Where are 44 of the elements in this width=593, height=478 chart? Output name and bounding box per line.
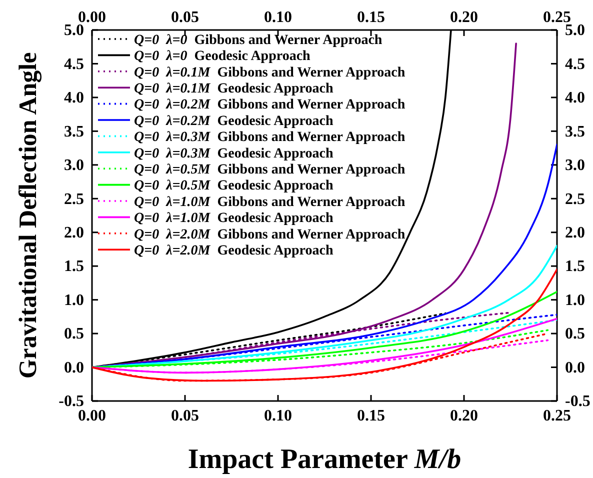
y-tick-label: 4.5 xyxy=(64,56,84,73)
y-tick-label: 3.5 xyxy=(64,123,84,140)
y-tick-label: 0.0 xyxy=(64,359,84,376)
y2-tick-label: 1.0 xyxy=(565,292,585,309)
y2-tick-label: 2.0 xyxy=(565,224,585,242)
legend-label: Q=0 λ=0.3M Gibbons and Werner Approach xyxy=(134,130,406,146)
y2-tick-label: 4.5 xyxy=(565,56,585,73)
legend-label: Q=0 λ=0 Geodesic Approach xyxy=(134,49,311,64)
x2-tick-label: 0.10 xyxy=(264,407,292,424)
legend-label: Q=0 λ=2.0M Geodesic Approach xyxy=(134,244,334,258)
x-axis-title: Impact Parameter M/b xyxy=(188,444,462,475)
y2-tick-label: 2.5 xyxy=(565,190,585,208)
y2-tick-label: 3.5 xyxy=(565,123,585,140)
y2-tick-label: 1.5 xyxy=(565,258,585,276)
y-tick-label: 4.0 xyxy=(64,90,84,107)
x-tick-label: 0.20 xyxy=(450,9,478,26)
x-tick-label: 0.05 xyxy=(171,9,199,26)
x-tick-label: 0.10 xyxy=(264,9,292,26)
y-axis-title: Gravitational Deflection Angle xyxy=(15,52,42,379)
legend-label: Q=0 λ=0.1M Geodesic Approach xyxy=(134,82,334,96)
y-tick-label: 0.5 xyxy=(64,326,84,343)
y2-tick-label: 4.0 xyxy=(565,90,585,107)
legend-label: Q=0 λ=1.0M Geodesic Approach xyxy=(134,211,334,226)
x2-tick-label: 0.05 xyxy=(171,407,199,424)
legend-label: Q=0 λ=0.5M Geodesic Approach xyxy=(134,178,334,194)
y-tick-label: 1.5 xyxy=(64,258,84,276)
legend-label: Q=0 λ=0.3M Geodesic Approach xyxy=(134,146,334,162)
legend-label: Q=0 λ=0.1M Gibbons and Werner Approach xyxy=(134,65,406,80)
legend-label: Q=0 λ=0.2M Gibbons and Werner Approach xyxy=(134,98,406,113)
legend-label: Q=0 λ=0 Gibbons and Werner Approach xyxy=(134,32,382,48)
x2-tick-label: 0.15 xyxy=(357,407,385,424)
y2-tick-label: 0.5 xyxy=(565,326,585,343)
y-tick-label: 3.0 xyxy=(64,157,84,174)
x2-tick-label: 0.20 xyxy=(450,407,478,424)
y2-tick-label: 0.0 xyxy=(565,359,585,376)
x-tick-label: 0.15 xyxy=(357,9,385,26)
legend-label: Q=0 λ=0.5M Gibbons and Werner Approach xyxy=(134,162,406,178)
y-tick-label: 2.0 xyxy=(64,224,84,242)
legend-label: Q=0 λ=0.2M Geodesic Approach xyxy=(134,114,334,129)
y-tick-label: 2.5 xyxy=(64,190,84,208)
legend-label: Q=0 λ=2.0M Gibbons and Werner Approach xyxy=(134,227,406,242)
legend-label: Q=0 λ=1.0M Gibbons and Werner Approach xyxy=(134,194,406,210)
y2-tick-label: 3.0 xyxy=(565,157,585,174)
y-tick-label: 1.0 xyxy=(64,292,84,309)
